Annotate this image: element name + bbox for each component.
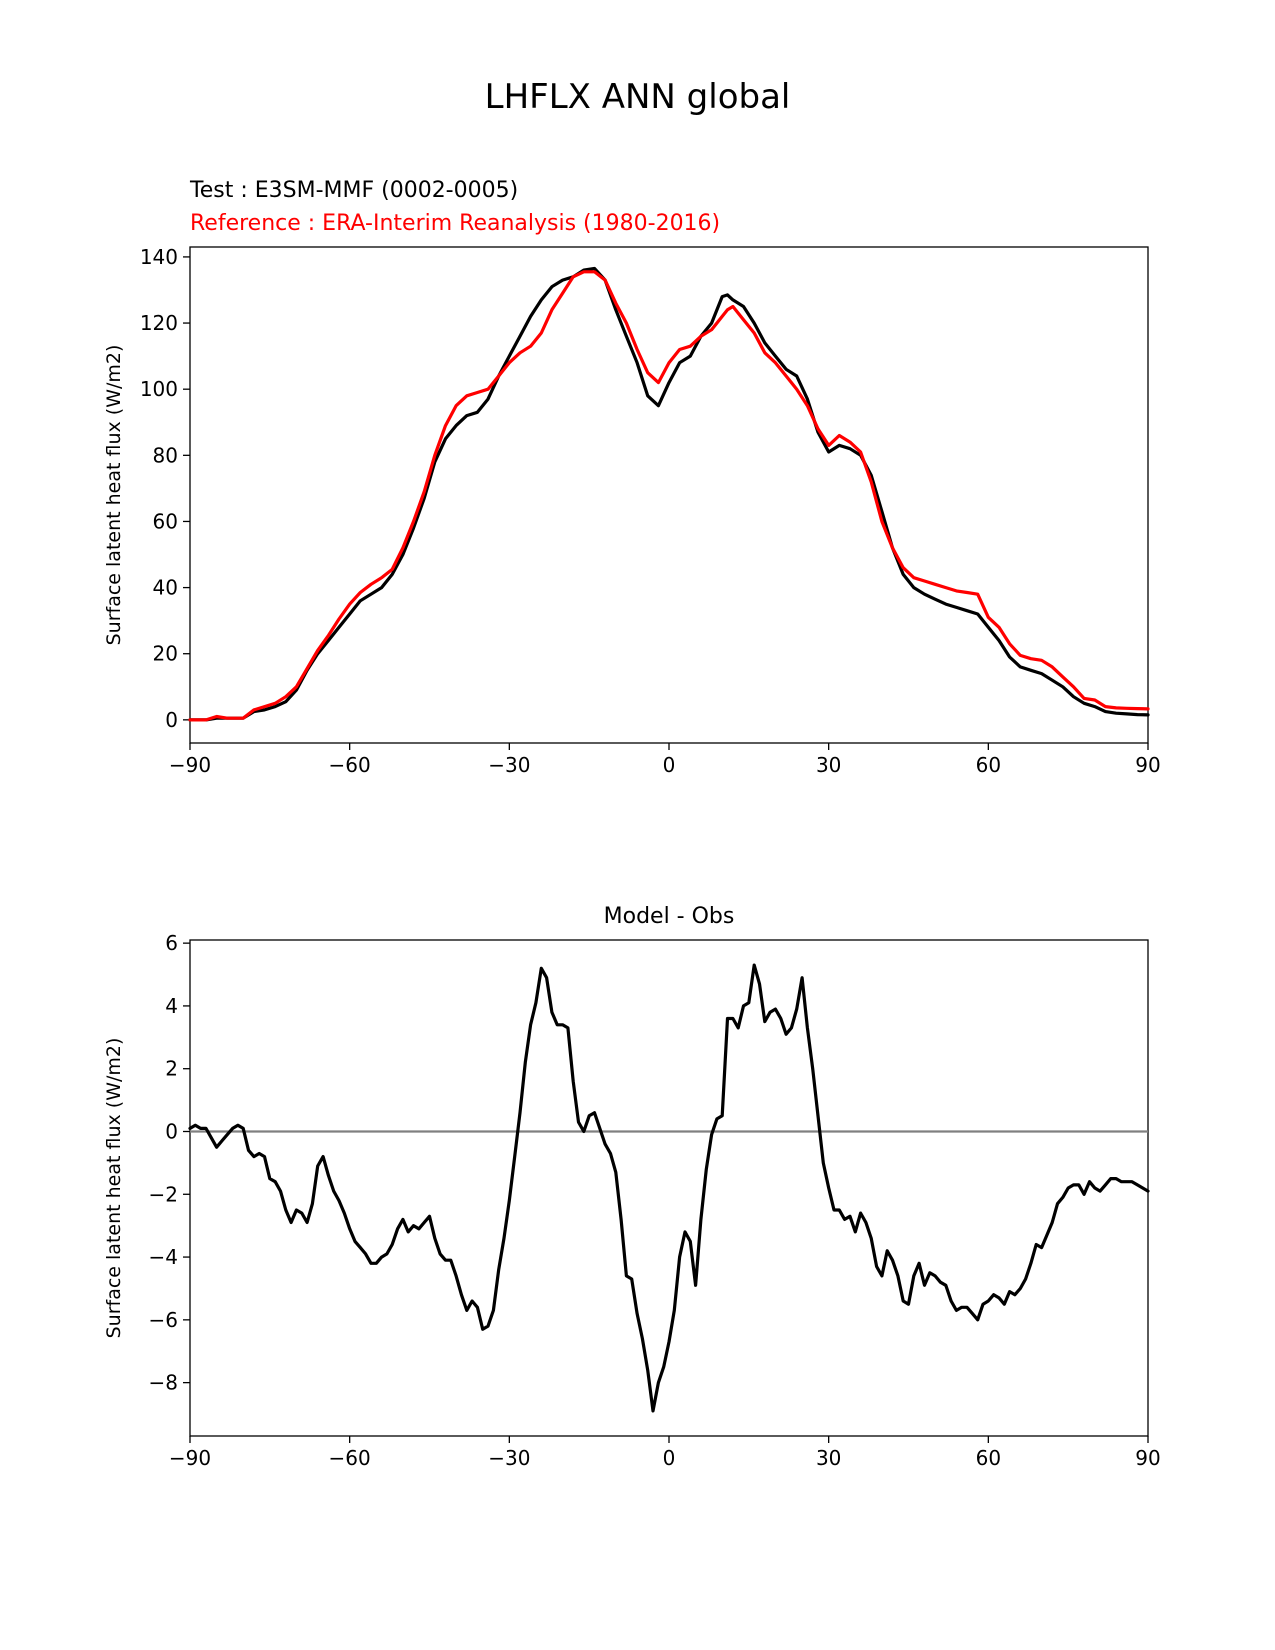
test-label: Test : E3SM-MMF (0002-0005): [189, 178, 518, 203]
reference-series-line: [188, 270, 1150, 722]
bottom-x-tick-label: 90: [1135, 1446, 1160, 1470]
top-plot: Test : E3SM-MMF (0002-0005) Reference : …: [103, 178, 1161, 777]
top-x-tick-label: 30: [816, 753, 841, 777]
top-x-tick-label: −90: [169, 753, 211, 777]
bottom-plot: Model - Obs −90 −60 −30 0 30 60 90 −8 −6 −4 −2 0 2 4 6…: [103, 904, 1161, 1470]
bottom-y-tick-label: 2: [165, 1057, 178, 1081]
top-y-axis-label: Surface latent heat flux (W/m2): [103, 345, 125, 646]
top-x-tick-label: 60: [976, 753, 1001, 777]
top-y-tick-label: 0: [165, 708, 178, 732]
bottom-y-tick-label: −4: [149, 1245, 178, 1269]
bottom-y-tick-label: 4: [165, 994, 178, 1018]
figure-title: LHFLX ANN global: [485, 77, 791, 117]
bottom-y-tick-label: −8: [149, 1371, 178, 1395]
bottom-x-tick-label: 30: [816, 1446, 841, 1470]
top-plot-frame: [189, 246, 1149, 744]
bottom-y-tick-label: −6: [149, 1308, 178, 1332]
difference-series-line: [188, 963, 1150, 1413]
top-y-tick-label: 40: [153, 576, 178, 600]
bottom-x-tick-label: −60: [329, 1446, 371, 1470]
top-y-tick-label: 140: [140, 245, 178, 269]
top-y-tick-label: 60: [153, 509, 178, 533]
top-y-tick-label: 20: [153, 642, 178, 666]
reference-label: Reference : ERA-Interim Reanalysis (1980…: [190, 211, 720, 236]
top-x-tick-label: 90: [1135, 753, 1160, 777]
top-x-tick-label: 0: [663, 753, 676, 777]
top-x-tick-label: −30: [488, 753, 530, 777]
bottom-x-tick-label: −30: [488, 1446, 530, 1470]
top-y-tick-label: 80: [153, 443, 178, 467]
bottom-y-tick-label: 6: [165, 931, 178, 955]
bottom-x-tick-label: 0: [663, 1446, 676, 1470]
top-y-tick-label: 100: [140, 377, 178, 401]
bottom-y-axis-label: Surface latent heat flux (W/m2): [103, 1038, 125, 1339]
top-x-tick-label: −60: [329, 753, 371, 777]
difference-title: Model - Obs: [604, 904, 735, 929]
bottom-y-tick-label: 0: [165, 1119, 178, 1143]
bottom-x-tick-label: 60: [976, 1446, 1001, 1470]
top-y-tick-label: 120: [140, 311, 178, 335]
test-series-line: [188, 266, 1150, 722]
bottom-x-tick-label: −90: [169, 1446, 211, 1470]
bottom-y-tick-label: −2: [149, 1182, 178, 1206]
